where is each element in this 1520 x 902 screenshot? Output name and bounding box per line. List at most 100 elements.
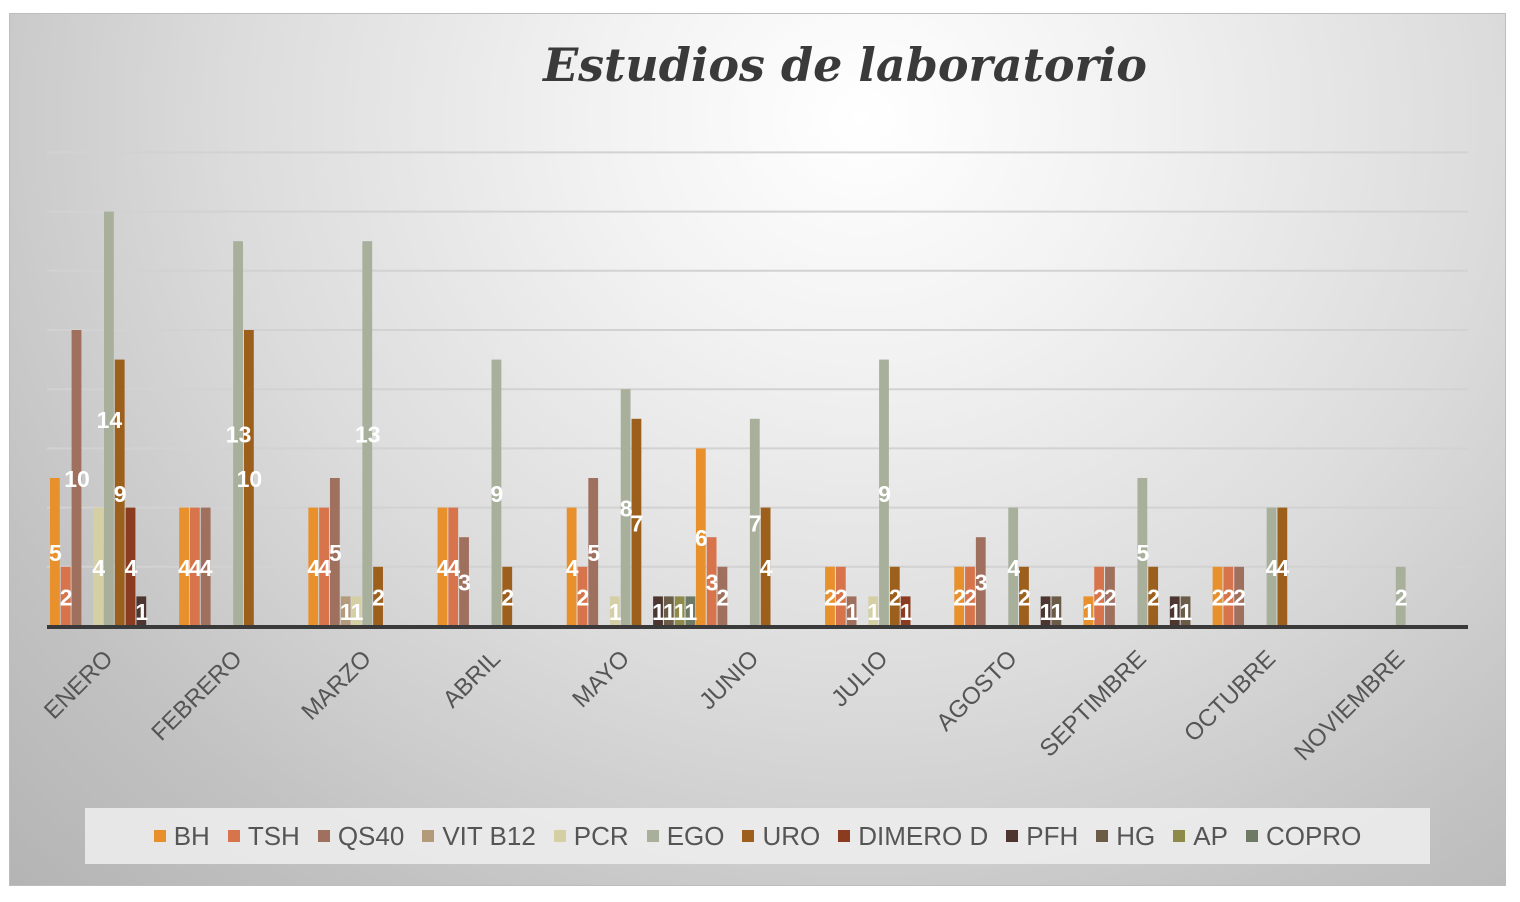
- bar: [588, 478, 599, 626]
- data-label: 2: [889, 584, 902, 610]
- legend-swatch: [838, 830, 851, 842]
- data-label: 1: [1082, 599, 1095, 625]
- bar: [760, 507, 771, 626]
- legend-label: PCR: [573, 820, 629, 851]
- data-label: 5: [1136, 540, 1149, 566]
- bar: [362, 241, 373, 626]
- bar: [631, 418, 642, 626]
- x-tick-label: ABRIL: [438, 645, 506, 713]
- bar: [71, 330, 82, 626]
- bar: [189, 507, 200, 626]
- legend-item: EGO: [646, 821, 724, 852]
- data-label: 2: [1212, 584, 1225, 610]
- data-label: 3: [975, 570, 988, 596]
- bar: [900, 596, 911, 626]
- data-label: 2: [1018, 584, 1031, 610]
- bar: [1169, 596, 1180, 626]
- x-tick-label: FEBRERO: [146, 645, 247, 746]
- legend-swatch: [1096, 830, 1109, 842]
- bar: [846, 596, 857, 626]
- legend-label: PFH: [1026, 820, 1079, 851]
- bar: [1212, 566, 1223, 626]
- data-label: 1: [1180, 599, 1193, 625]
- data-label: 2: [835, 584, 848, 610]
- data-label: 2: [1395, 584, 1408, 610]
- data-label: 1: [340, 599, 353, 625]
- data-label: 4: [1266, 555, 1279, 581]
- x-tick-label: ENERO: [39, 645, 118, 724]
- legend-item: BH: [153, 821, 210, 852]
- legend-label: DIMERO D: [858, 820, 989, 851]
- data-label: 2: [964, 584, 977, 610]
- bar: [653, 596, 663, 626]
- data-label: 4: [447, 555, 460, 581]
- data-label: 1: [867, 599, 880, 625]
- bar: [1180, 596, 1191, 626]
- data-label: 13: [355, 422, 381, 448]
- bar: [1094, 566, 1105, 626]
- bar: [566, 507, 577, 626]
- data-label: 2: [60, 584, 73, 610]
- legend-label: QS40: [337, 820, 405, 851]
- bar: [437, 507, 448, 626]
- bar: [50, 478, 60, 626]
- data-label: 1: [846, 599, 859, 625]
- data-label: 9: [491, 481, 504, 507]
- bar: [577, 566, 588, 626]
- data-label: 7: [749, 510, 762, 536]
- x-tick-label: SEPTIMBRE: [1035, 645, 1152, 762]
- bar: [125, 507, 136, 626]
- x-tick-label: MAYO: [567, 645, 635, 713]
- bar: [60, 566, 71, 626]
- legend-item: PCR: [553, 820, 629, 852]
- bar: [1137, 478, 1148, 626]
- legend-item: QS40: [317, 820, 405, 852]
- data-label: 2: [953, 584, 966, 610]
- data-label: 4: [1007, 555, 1020, 581]
- legend-item: COPRO: [1245, 820, 1362, 852]
- data-label: 9: [114, 481, 127, 507]
- data-label: 7: [631, 510, 644, 536]
- x-tick-label: NOVIEMBRE: [1289, 645, 1410, 766]
- bar: [695, 448, 706, 626]
- bar: [879, 359, 889, 626]
- legend-swatch: [646, 830, 659, 842]
- data-label: 2: [717, 584, 730, 610]
- bar: [1234, 566, 1245, 626]
- data-label: 2: [372, 584, 385, 610]
- legend-label: VIT B12: [442, 820, 536, 851]
- data-label: 1: [1169, 599, 1182, 625]
- data-label: 10: [237, 466, 263, 492]
- data-labels: 5210414941444131044511132443924251871111…: [49, 407, 1408, 625]
- legend-label: URO: [762, 820, 821, 851]
- legend-swatch: [1006, 830, 1019, 842]
- bar: [1008, 507, 1019, 626]
- bar: [340, 596, 351, 626]
- bar: [136, 596, 147, 626]
- data-label: 2: [501, 584, 514, 610]
- data-label: 1: [351, 599, 364, 625]
- legend-swatch: [553, 830, 566, 842]
- bar: [749, 418, 760, 626]
- legend-swatch: [742, 830, 755, 842]
- data-label: 5: [49, 540, 62, 566]
- bar: [93, 507, 103, 626]
- data-label: 8: [620, 496, 633, 522]
- bar: [1019, 566, 1029, 626]
- data-label: 13: [226, 422, 252, 448]
- legend-label: TSH: [247, 820, 300, 851]
- x-axis-labels: ENERO FEBRERO MARZO ABRIL MAYO JUNIO JULIO AGOS…: [39, 645, 1410, 766]
- legend-item: DIMERO D: [838, 821, 988, 852]
- legend-item: AP: [1173, 821, 1228, 852]
- legend-label: AP: [1193, 820, 1228, 851]
- bar: [609, 596, 620, 626]
- legend-label: COPRO: [1265, 820, 1362, 851]
- data-label: 4: [566, 555, 579, 581]
- bar: [200, 507, 211, 626]
- bar: [1051, 596, 1062, 626]
- legend-swatch: [1245, 830, 1258, 842]
- bar: [1040, 596, 1051, 626]
- data-label: 4: [760, 555, 773, 581]
- bar: [448, 507, 459, 626]
- data-label: 4: [307, 555, 320, 581]
